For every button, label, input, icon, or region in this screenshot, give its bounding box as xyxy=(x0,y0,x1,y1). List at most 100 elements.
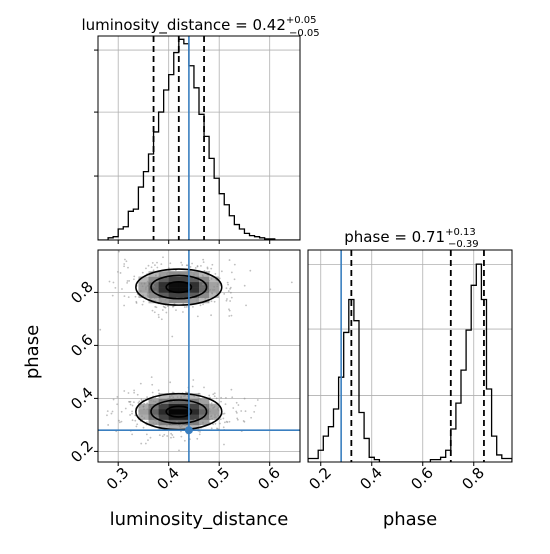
scatter-point xyxy=(169,381,172,384)
scatter-point xyxy=(170,394,173,397)
scatter-point xyxy=(139,382,142,385)
scatter-point xyxy=(213,405,216,408)
luminosity-distance-xtick-label-3: 0.6 xyxy=(254,464,284,494)
density-cell xyxy=(168,292,180,298)
scatter-point xyxy=(125,260,128,263)
scatter-point xyxy=(205,292,208,295)
density-cell xyxy=(199,297,210,304)
scatter-point xyxy=(192,305,194,308)
density-cell xyxy=(158,276,169,283)
density-cell xyxy=(188,281,200,288)
scatter-point xyxy=(138,410,140,412)
scatter-point xyxy=(190,271,192,273)
scatter-point xyxy=(180,397,182,400)
scatter-point xyxy=(222,426,225,429)
scatter-point xyxy=(199,423,201,426)
scatter-point xyxy=(131,433,134,436)
scatter-point xyxy=(216,283,219,286)
scatter-point xyxy=(196,437,199,440)
scatter-point xyxy=(210,267,213,270)
scatter-point xyxy=(152,284,155,287)
scatter-point xyxy=(149,290,152,292)
scatter-point xyxy=(171,335,174,338)
scatter-point xyxy=(228,308,230,311)
luminosity-distance-histogram xyxy=(98,38,300,240)
scatter-point xyxy=(116,396,119,398)
scatter-point xyxy=(217,414,220,417)
density-cell xyxy=(168,424,180,431)
scatter-point xyxy=(185,306,188,308)
scatter-point xyxy=(269,288,272,291)
scatter-point xyxy=(227,283,229,286)
phase-histogram xyxy=(308,263,512,462)
scatter-point xyxy=(160,300,162,303)
density-cell xyxy=(148,409,159,415)
luminosity-distance-xtick-label-0: 0.3 xyxy=(103,464,133,494)
scatter-point xyxy=(116,403,119,406)
scatter-point xyxy=(108,280,111,283)
scatter-point xyxy=(220,400,222,403)
scatter-point xyxy=(166,305,169,308)
scatter-point xyxy=(146,284,149,287)
scatter-point xyxy=(225,397,227,399)
scatter-point xyxy=(155,422,158,425)
scatter-point xyxy=(210,415,213,417)
scatter-point xyxy=(184,424,186,427)
luminosity-distance-xtick-label-1: 0.4 xyxy=(153,464,183,494)
scatter-point xyxy=(223,412,226,415)
scatter-point xyxy=(204,297,207,300)
scatter-point xyxy=(171,300,174,302)
scatter-point xyxy=(166,435,169,437)
scatter-point xyxy=(170,424,173,426)
density-cell xyxy=(188,292,200,298)
scatter-point xyxy=(163,246,165,248)
scatter-point xyxy=(146,396,148,399)
phase-marginal-ticks: 0.2 0.4 0.6 0.8 xyxy=(305,462,488,493)
scatter-point xyxy=(199,430,201,433)
scatter-point xyxy=(139,290,142,292)
scatter-point xyxy=(143,402,146,405)
scatter-point xyxy=(210,402,213,404)
scatter-point xyxy=(158,424,161,426)
scatter-point xyxy=(203,270,206,272)
scatter-point xyxy=(124,258,126,261)
scatter-point xyxy=(148,284,151,287)
density-cell xyxy=(158,271,169,277)
phase-axis-label: phase xyxy=(22,325,43,379)
scatter-point xyxy=(210,427,213,430)
scatter-point xyxy=(141,285,144,288)
density-cell xyxy=(138,281,149,288)
scatter-point xyxy=(156,261,158,264)
scatter-point xyxy=(212,407,214,409)
scatter-point xyxy=(133,391,136,394)
scatter-point xyxy=(193,273,195,276)
scatter-point xyxy=(200,264,202,267)
scatter-point xyxy=(127,392,130,394)
scatter-point xyxy=(172,272,175,274)
scatter-point xyxy=(140,282,143,285)
scatter-point xyxy=(192,379,195,381)
phase-title-minus: −0.39 xyxy=(448,239,479,250)
phase-ytick-label-0: 0.2 xyxy=(67,437,97,467)
scatter-point xyxy=(112,398,115,401)
scatter-point xyxy=(153,282,156,285)
scatter-point xyxy=(205,418,207,421)
scatter-point xyxy=(201,274,204,277)
density-cell xyxy=(188,424,200,431)
phase-xtick-label-2: 0.6 xyxy=(407,464,437,494)
scatter-point xyxy=(153,285,155,288)
contour-mode-1-level-1 xyxy=(150,399,208,425)
scatter-point xyxy=(160,263,163,266)
scatter-point xyxy=(155,306,158,309)
scatter-point xyxy=(168,300,171,302)
scatter-point xyxy=(180,300,183,303)
scatter-point xyxy=(161,435,164,438)
density-cell xyxy=(158,424,169,431)
scatter-point xyxy=(136,423,139,426)
density-cell xyxy=(158,403,169,410)
phase-title-main: phase = 0.71 xyxy=(344,228,445,246)
density-cell xyxy=(158,281,169,288)
scatter-point xyxy=(172,436,175,439)
scatter-point xyxy=(250,416,253,419)
scatter-point xyxy=(123,295,126,298)
